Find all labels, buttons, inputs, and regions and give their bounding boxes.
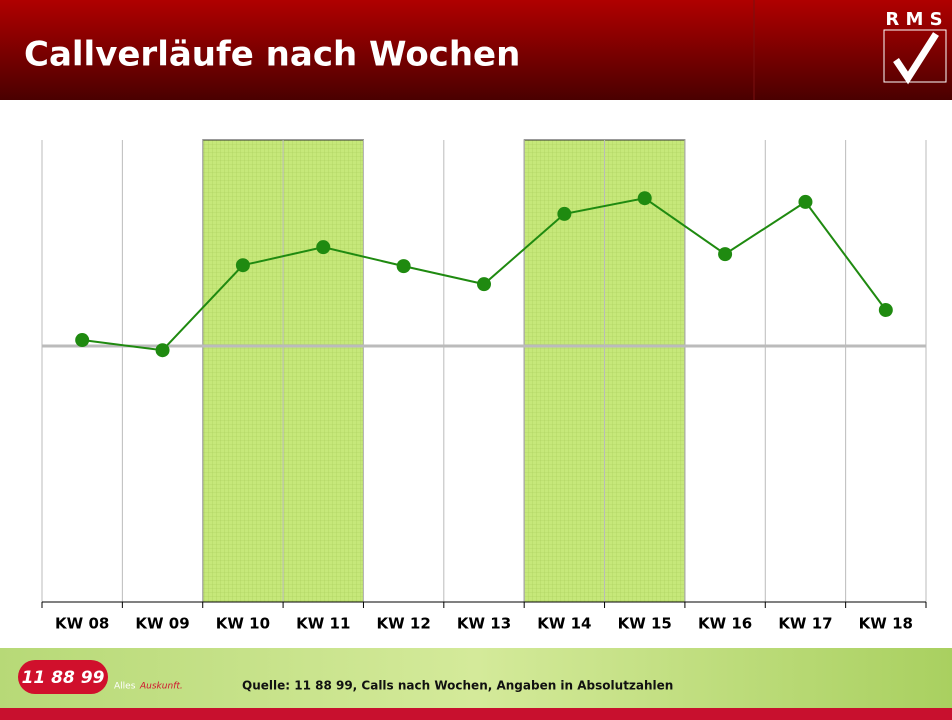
point — [235, 258, 250, 273]
point — [75, 333, 90, 348]
title: Callverläufe nach Wochen — [24, 35, 520, 75]
point — [477, 277, 491, 292]
point — [557, 206, 572, 221]
x-tick-label: KW 08 — [55, 615, 109, 633]
point — [396, 259, 411, 274]
point — [155, 343, 170, 358]
brand-badge — [18, 660, 108, 694]
logo: R M S — [885, 9, 942, 30]
footer-bar — [0, 708, 952, 720]
point — [878, 303, 893, 318]
header — [0, 0, 952, 100]
x-tick-label: KW 14 — [537, 615, 591, 633]
point — [718, 247, 733, 262]
point — [316, 240, 331, 255]
x-tick-label: KW 18 — [859, 615, 913, 633]
x-tick-label: KW 11 — [296, 615, 350, 633]
x-tick-label: KW 16 — [698, 615, 752, 633]
brand: 11 88 99 — [22, 668, 105, 688]
tagline: Alles — [114, 682, 136, 692]
logo-box — [883, 29, 947, 83]
x-tick-label: KW 17 — [778, 615, 832, 633]
source: Quelle: 11 88 99, Calls nach Wochen, Ang… — [242, 679, 673, 693]
x-tick-label: KW 09 — [135, 615, 189, 633]
x-tick-label: KW 13 — [457, 615, 511, 633]
logo-check — [893, 32, 939, 85]
point — [798, 194, 813, 209]
point — [637, 191, 652, 206]
x-tick-label: KW 10 — [216, 615, 270, 633]
footer — [0, 648, 952, 708]
tagline: Auskunft. — [139, 682, 183, 692]
x-tick-label: KW 15 — [618, 615, 672, 633]
x-tick-label: KW 12 — [377, 615, 431, 633]
